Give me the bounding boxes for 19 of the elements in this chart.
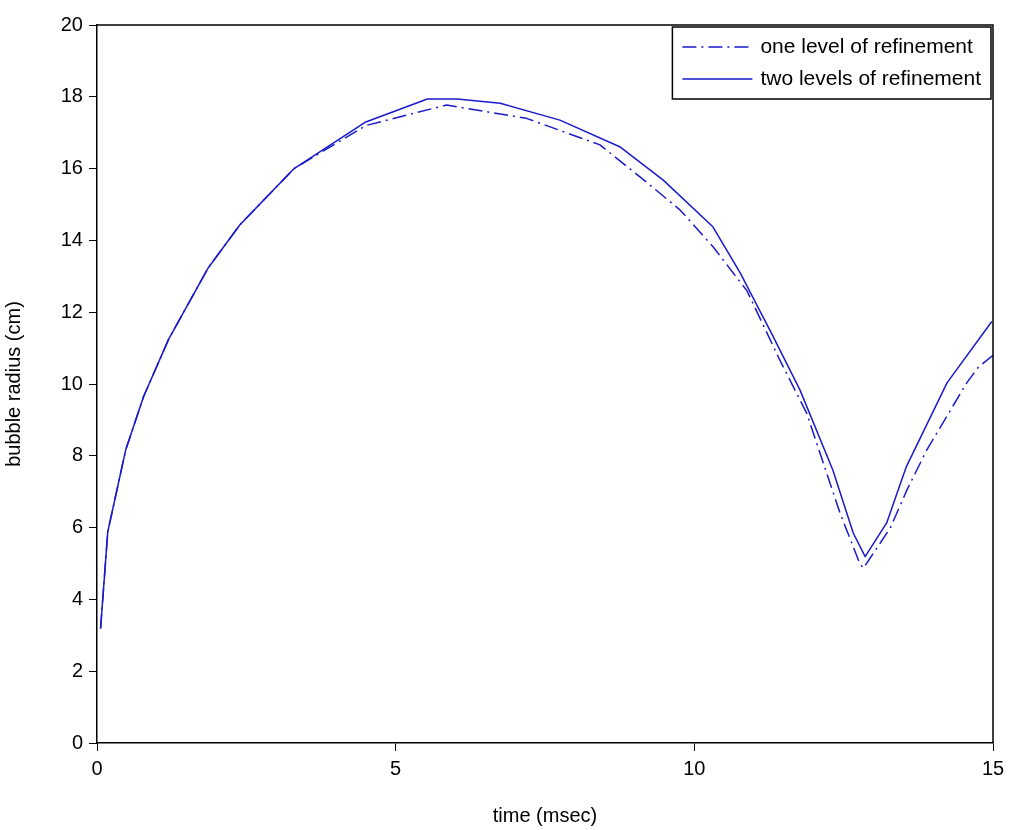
- y-tick-label: 16: [60, 156, 83, 179]
- y-tick-label: 14: [60, 227, 83, 250]
- y-axis-title: bubble radius (cm): [1, 301, 24, 467]
- x-tick-label: 10: [683, 756, 706, 779]
- y-tick-label: 8: [71, 443, 83, 466]
- y-tick-label: 4: [71, 586, 83, 609]
- y-tick-label: 20: [60, 12, 83, 35]
- x-axis-title: time (msec): [492, 803, 598, 826]
- legend-label: two levels of refinement: [760, 65, 982, 89]
- y-tick-label: 10: [60, 371, 83, 394]
- y-tick-label: 18: [60, 84, 83, 107]
- y-tick-label: 12: [60, 299, 83, 322]
- x-tick-label: 15: [981, 756, 1005, 779]
- y-tick-label: 2: [71, 658, 83, 681]
- x-tick-label: 0: [91, 756, 103, 779]
- x-tick-label: 5: [390, 756, 402, 779]
- y-tick-label: 6: [71, 515, 83, 538]
- legend-label: one level of refinement: [760, 33, 974, 57]
- y-tick-label: 0: [71, 730, 83, 753]
